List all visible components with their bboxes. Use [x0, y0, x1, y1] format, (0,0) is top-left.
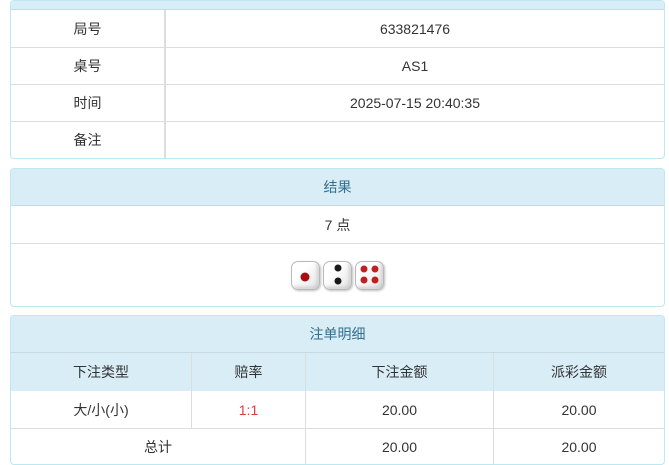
bet-type-cell: 大/小(小): [73, 401, 129, 418]
column-header-bet-type: 下注类型: [73, 364, 129, 380]
page: 局号 633821476 桌号 AS1 时间 2025-07-15 20:40:…: [10, 0, 665, 465]
table-id-label: 桌号: [11, 48, 166, 84]
bet-details-header: 注单明细: [11, 316, 664, 353]
result-panel: 结果 7 点: [10, 168, 665, 307]
time-value: 2025-07-15 20:40:35: [350, 95, 480, 111]
bet-amount-cell: 20.00: [305, 391, 493, 428]
die-pip: [371, 265, 379, 273]
game-info-header: [11, 1, 664, 10]
die-pip: [371, 276, 379, 284]
table-row: 大/小(小) 1:1 20.00 20.00: [11, 391, 664, 429]
remark-label: 备注: [11, 122, 166, 158]
remark-value: [166, 122, 664, 158]
table-row: 桌号 AS1: [11, 47, 664, 84]
game-info-panel: 局号 633821476 桌号 AS1 时间 2025-07-15 20:40:…: [10, 0, 665, 159]
table-row: 局号 633821476: [11, 10, 664, 47]
result-header: 结果: [11, 169, 664, 206]
die-1: [291, 260, 320, 290]
bet-table-header-row: 下注类型 赔率 下注金额 派彩金额: [11, 353, 664, 391]
time-label: 时间: [11, 85, 166, 121]
total-bet-amount: 20.00: [305, 429, 493, 464]
bet-table: 下注类型 赔率 下注金额 派彩金额 大/小(小) 1:1 20.00 20.00…: [11, 353, 664, 464]
die-4: [355, 260, 384, 290]
die-pip: [334, 264, 341, 272]
die-pip: [334, 277, 341, 285]
table-row: 时间 2025-07-15 20:40:35: [11, 84, 664, 121]
total-label: 总计: [144, 438, 172, 455]
die-2: [323, 260, 352, 290]
payout-amount-cell: 20.00: [493, 391, 664, 428]
bet-details-panel: 注单明细 下注类型 赔率 下注金额 派彩金额 大/小(小) 1:1 20.00 …: [10, 315, 665, 465]
round-id-value: 633821476: [379, 20, 451, 37]
table-id-value: AS1: [401, 58, 429, 74]
column-header-odds: 赔率: [191, 353, 305, 391]
column-header-payout-amount: 派彩金额: [493, 353, 664, 391]
table-row: 备注: [11, 121, 664, 158]
total-row: 总计 20.00 20.00: [11, 429, 664, 464]
round-id-label: 局号: [11, 10, 166, 47]
die-pip: [360, 276, 368, 284]
odds-cell: 1:1: [191, 391, 305, 428]
dice-row: [11, 244, 664, 306]
result-points: 7 点: [11, 206, 664, 244]
column-header-bet-amount: 下注金额: [305, 353, 493, 391]
die-pip: [300, 272, 310, 282]
die-pip: [360, 265, 368, 273]
total-payout-amount: 20.00: [493, 429, 664, 464]
